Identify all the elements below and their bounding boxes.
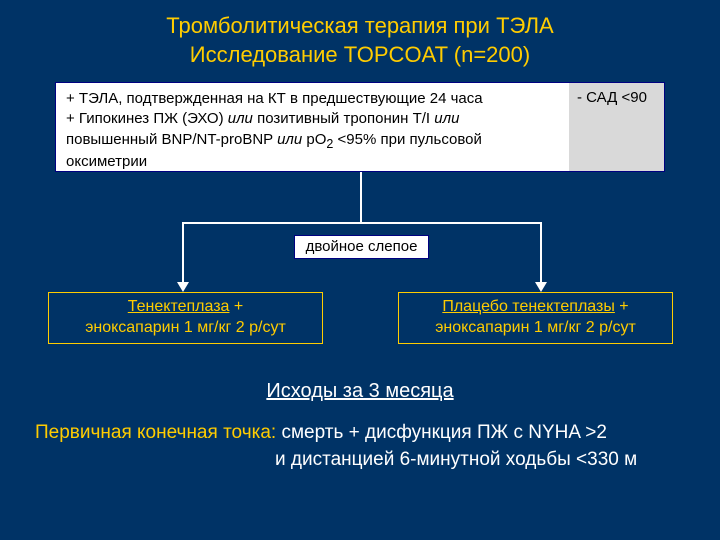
incl-or2: или [434, 110, 459, 127]
connector-v1 [360, 172, 362, 222]
incl-or1: или [228, 110, 253, 127]
incl-line3c: <95% при пульсовой [333, 131, 482, 148]
treatment-arm-right: Плацебо тенектеплазы + эноксапарин 1 мг/… [398, 292, 673, 344]
arm-left-drug: Тенектеплаза [128, 298, 230, 315]
connector-v-left [182, 222, 184, 286]
arm-right-regimen: эноксапарин 1 мг/кг 2 р/сут [435, 319, 636, 336]
incl-echo: (ЭХО) [182, 110, 228, 127]
arm-right-plus: + [615, 298, 629, 315]
arrow-down-left-icon [177, 282, 189, 292]
endpoint-label: Первичная конечная точка: [35, 422, 276, 443]
incl-line4: оксиметрии [66, 153, 147, 170]
outcomes-title: Исходы за 3 месяца [0, 380, 720, 403]
endpoint-text2: и дистанцией 6-минутной ходьбы <330 м [35, 447, 695, 474]
blinding-box: двойное слепое [294, 235, 429, 259]
incl-line2b: позитивный тропонин T/I [253, 110, 434, 127]
slide-title: Тромболитическая терапия при ТЭЛА Исслед… [0, 0, 720, 69]
arrow-down-right-icon [535, 282, 547, 292]
arm-left-regimen: эноксапарин 1 мг/кг 2 р/сут [85, 319, 286, 336]
incl-line3b: pO [302, 131, 326, 148]
incl-line3a: повышенный BNP/NT-proBNP [66, 131, 277, 148]
exclusion-criteria-text: - САД <90 [569, 83, 664, 171]
blinding-label: двойное слепое [306, 238, 418, 255]
inclusion-criteria-text: + ТЭЛА, подтвержденная на КТ в предшеств… [56, 83, 569, 171]
excl-text: - САД <90 [577, 89, 647, 106]
connector-h [182, 222, 540, 224]
incl-line1: + ТЭЛА, подтвержденная на КТ в предшеств… [66, 90, 483, 107]
primary-endpoint: Первичная конечная точка: смерть + дисфу… [35, 420, 695, 473]
connector-v-right [540, 222, 542, 286]
title-line-1: Тромболитическая терапия при ТЭЛА [0, 12, 720, 41]
title-line-2: Исследование TOPCOAT (n=200) [0, 41, 720, 70]
arm-right-drug: Плацебо тенектеплазы [442, 298, 615, 315]
arm-left-plus: + [229, 298, 243, 315]
incl-line2a: + Гипокинез ПЖ [66, 110, 182, 127]
endpoint-text1: смерть + дисфункция ПЖ с NYHA >2 [276, 422, 607, 443]
inclusion-criteria-box: + ТЭЛА, подтвержденная на КТ в предшеств… [55, 82, 665, 172]
treatment-arm-left: Тенектеплаза + эноксапарин 1 мг/кг 2 р/с… [48, 292, 323, 344]
incl-or3: или [277, 131, 302, 148]
